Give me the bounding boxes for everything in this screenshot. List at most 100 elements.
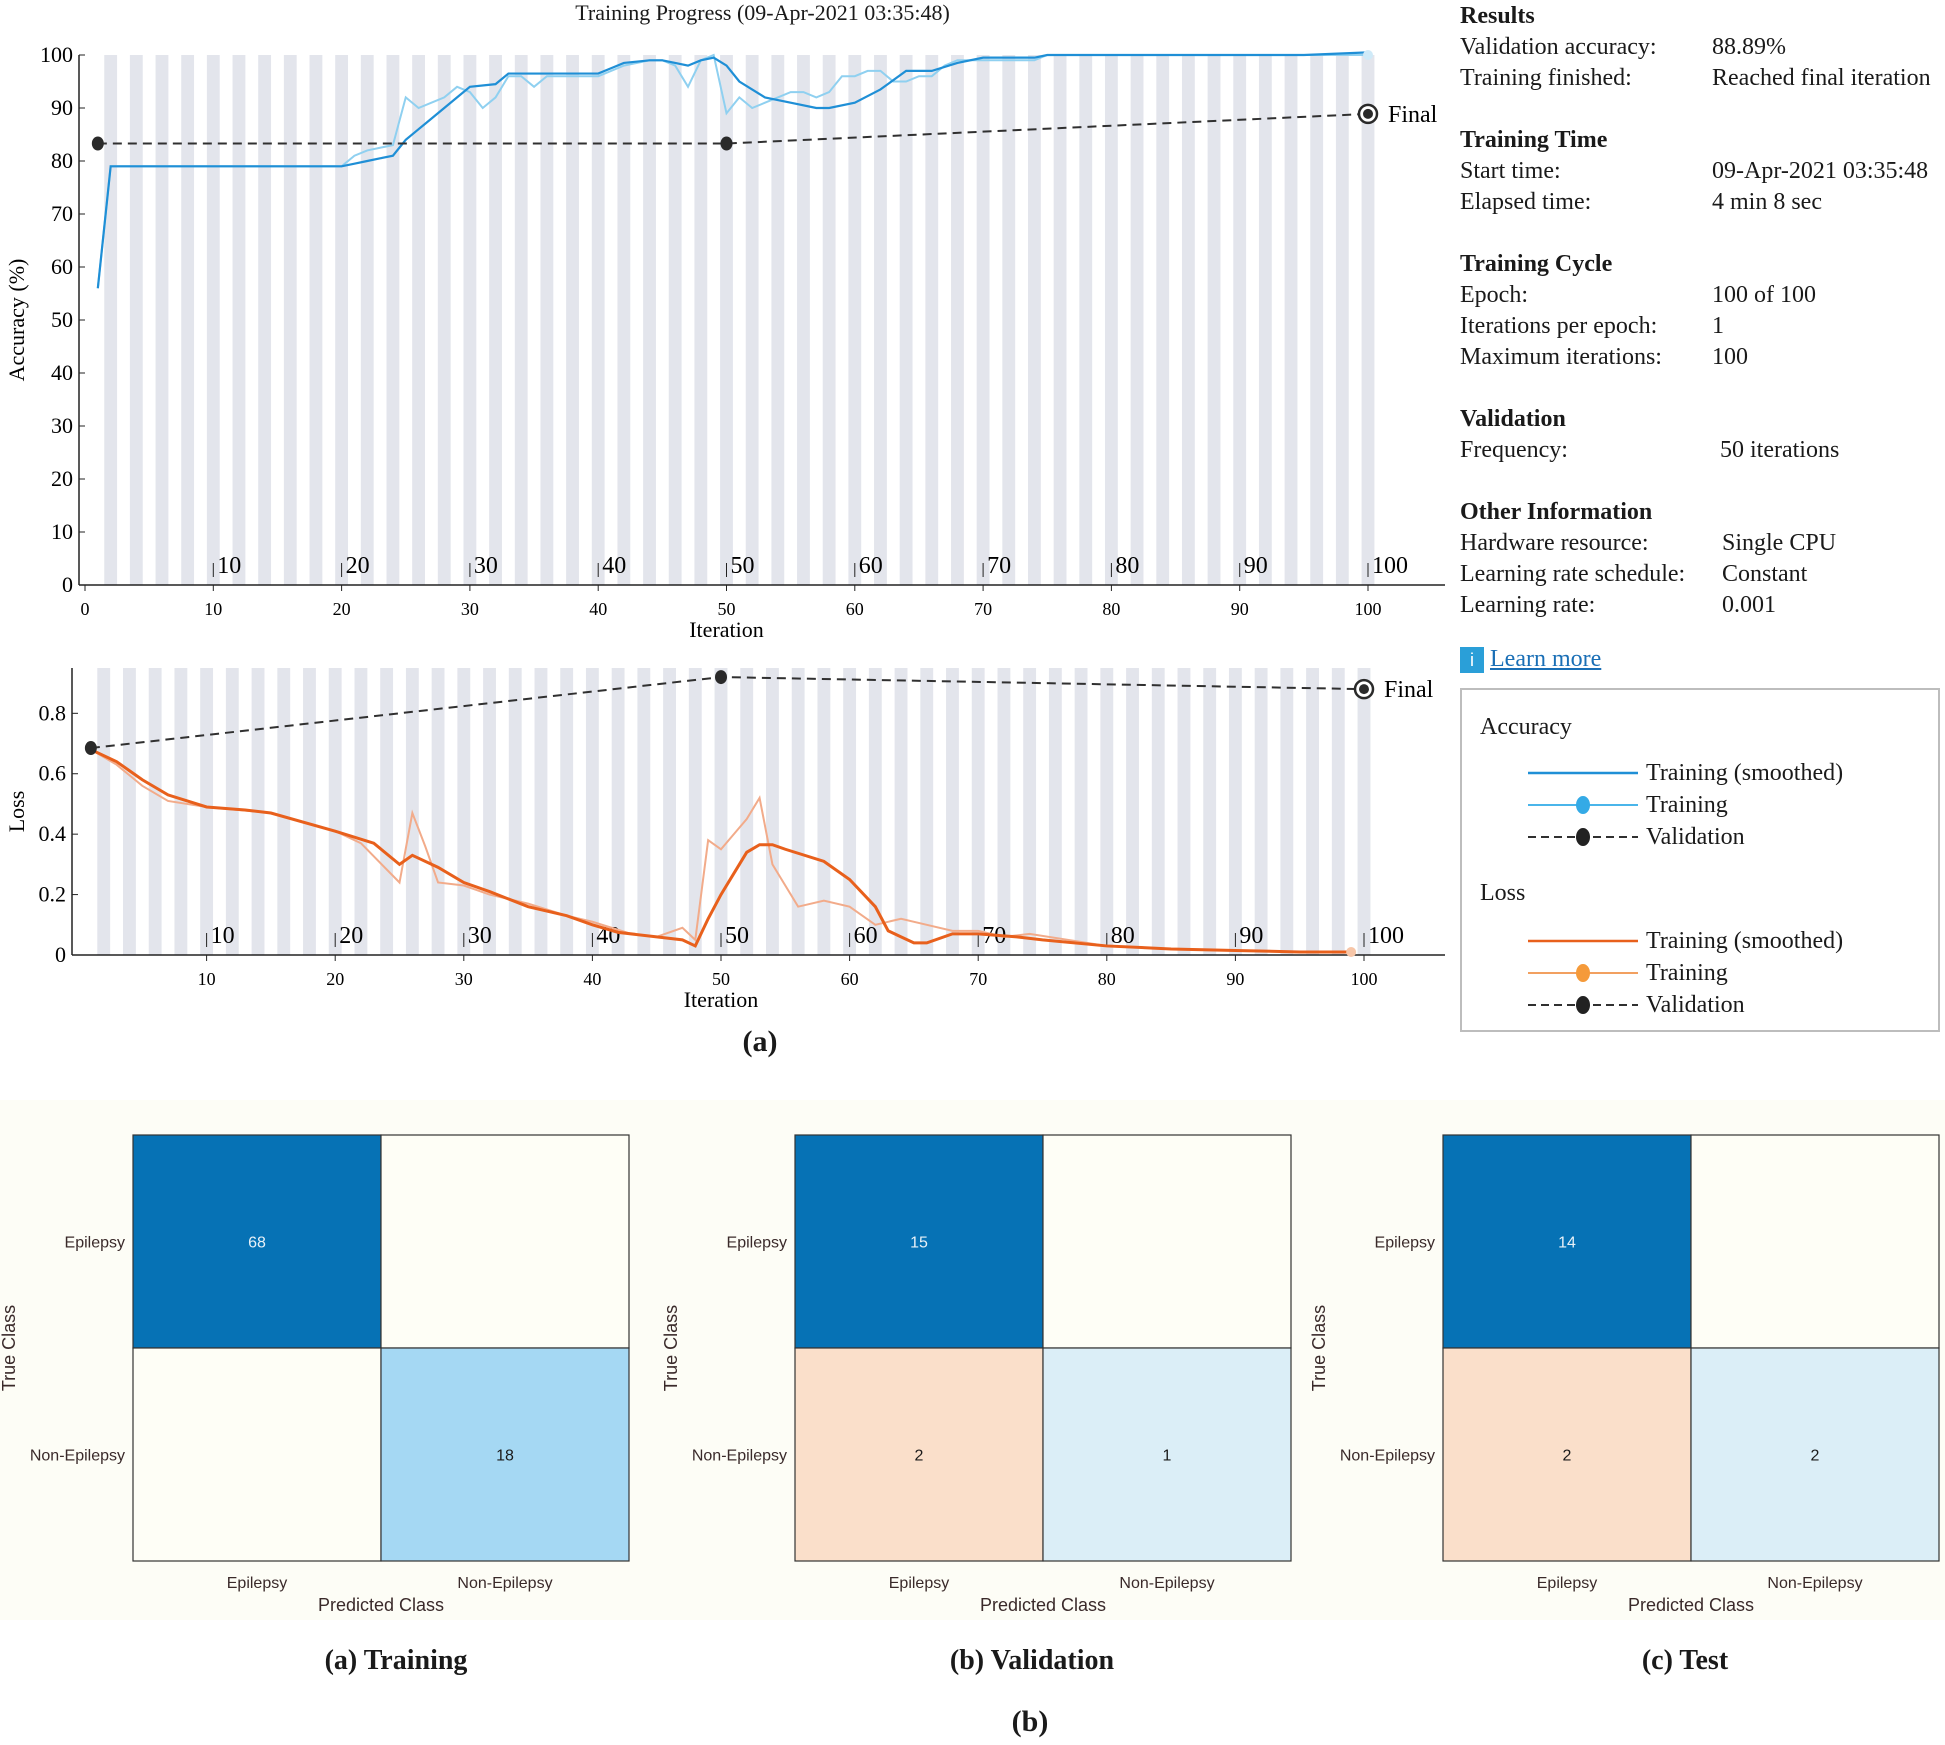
legend-loss-validation-label: Validation <box>1646 991 1745 1018</box>
epoch-stripe <box>1074 668 1088 955</box>
matrix-cell-value: 14 <box>1558 1235 1576 1252</box>
y-tick-label: 0 <box>55 942 66 967</box>
dashed-dot-swatch-icon <box>1528 996 1638 1014</box>
epoch-stripe <box>303 668 316 955</box>
x-tick-label: 70 <box>969 969 987 989</box>
matrix-col-label: Non-Epilepsy <box>457 1575 552 1592</box>
epoch-stripe <box>643 55 656 585</box>
matrix-cell-value: 2 <box>1811 1448 1820 1465</box>
x-tick-label: 40 <box>589 599 607 619</box>
epoch-label: 20 <box>346 553 370 579</box>
matrix-col-label: Non-Epilepsy <box>1119 1575 1214 1592</box>
epoch-stripe <box>874 55 887 585</box>
epoch-stripe <box>1002 55 1016 585</box>
epoch-label: 90 <box>1239 923 1263 949</box>
x-tick-label: 80 <box>1102 599 1120 619</box>
epoch-stripe <box>483 668 496 955</box>
elapsed-time-value: 4 min 8 sec <box>1712 189 1822 215</box>
epoch-key: Epoch: <box>1460 282 1528 308</box>
x-tick-label: 50 <box>712 969 730 989</box>
matrix-y-label: True Class <box>0 1305 19 1391</box>
learning-rate-key: Learning rate: <box>1460 592 1596 618</box>
results-heading: Results <box>1460 3 1535 29</box>
dashed-dot-swatch-icon <box>1528 828 1638 846</box>
matrix-cell-value: 18 <box>496 1448 514 1465</box>
other-information-heading: Other Information <box>1460 499 1653 525</box>
epoch-stripe <box>104 55 118 585</box>
epoch-stripe <box>174 668 188 955</box>
matrix-y-label: True Class <box>1309 1305 1329 1391</box>
training-smoothed-line <box>96 51 1369 289</box>
learn-more-link[interactable]: i Learn more <box>1460 646 1601 673</box>
matrix-cell-value: 2 <box>915 1448 924 1465</box>
x-tick-label: 0 <box>81 599 90 619</box>
epoch-label: 10 <box>217 553 241 579</box>
matrix-cell-value: 2 <box>1563 1448 1572 1465</box>
x-tick-label: 80 <box>1098 969 1116 989</box>
matrix-cell <box>794 1347 1044 1562</box>
matrix-row-label: Epilepsy <box>727 1235 787 1252</box>
epoch-stripe <box>720 55 733 585</box>
epoch-stripe <box>1233 55 1247 585</box>
epoch-stripe <box>1228 668 1242 955</box>
epoch-stripe <box>817 668 831 955</box>
epoch-stripe <box>354 668 368 955</box>
matrix-cell <box>1042 1347 1292 1562</box>
validation-point <box>720 136 733 151</box>
training-smoothed-line <box>90 748 1352 954</box>
epoch-stripe <box>534 668 548 955</box>
legend-loss-training: Training <box>1528 958 1728 988</box>
final-label: Final <box>1388 102 1438 128</box>
training-time-heading: Training Time <box>1460 127 1608 153</box>
training-raw-line <box>90 748 1352 953</box>
epoch-stripe <box>155 55 169 585</box>
epoch-stripe <box>508 668 522 955</box>
cm-test-caption: (c) Test <box>1641 1645 1729 1676</box>
matrix-cell <box>380 1347 630 1562</box>
epoch-stripe <box>822 55 836 585</box>
y-tick-label: 70 <box>51 201 73 226</box>
elapsed-time-key: Elapsed time: <box>1460 189 1592 215</box>
frequency-key: Frequency: <box>1460 437 1568 463</box>
epoch-label: 100 <box>1368 923 1404 949</box>
legend-acc-smoothed: Training (smoothed) <box>1528 758 1843 788</box>
learn-more-label[interactable]: Learn more <box>1490 646 1602 672</box>
x-tick-label: 50 <box>718 599 736 619</box>
matrix-x-label: Predicted Class <box>318 1595 444 1615</box>
epoch-stripe <box>1203 668 1217 955</box>
matrix-row-label: Non-Epilepsy <box>30 1448 125 1465</box>
matrix-cell <box>1442 1134 1692 1349</box>
lr-schedule-key: Learning rate schedule: <box>1460 561 1686 587</box>
caption-a: (a) <box>742 1025 778 1058</box>
validation-point <box>715 670 727 685</box>
legend-loss-training-label: Training <box>1646 959 1728 986</box>
epoch-stripe <box>1048 668 1062 955</box>
x-tick-label: 90 <box>1226 969 1244 989</box>
x-tick-label: 60 <box>841 969 859 989</box>
epoch-stripe <box>1126 668 1139 955</box>
x-tick-label: 100 <box>1355 599 1382 619</box>
epoch-stripe <box>997 668 1011 955</box>
epoch-stripe <box>976 55 990 585</box>
epoch-stripe <box>694 55 708 585</box>
epoch-stripe <box>1207 55 1221 585</box>
epoch-label: 20 <box>339 923 363 949</box>
epoch-stripe <box>848 55 862 585</box>
dot-swatch-icon <box>1528 796 1638 814</box>
validation-point <box>91 136 104 151</box>
x-tick-label: 40 <box>583 969 601 989</box>
matrix-cell <box>380 1134 630 1349</box>
epoch-stripe <box>360 55 374 585</box>
start-time-value: 09-Apr-2021 03:35:48 <box>1712 158 1929 184</box>
info-panel: Results Validation accuracy: 88.89% Train… <box>1460 0 1940 621</box>
legend-acc-smoothed-label: Training (smoothed) <box>1646 759 1844 786</box>
x-tick-label: 70 <box>974 599 992 619</box>
matrix-x-label: Predicted Class <box>980 1595 1106 1615</box>
accuracy-chart: 0 10 20 30 40 50 60 70 80 90 100 0 10 20 30 40 50 60 70 80 9… <box>4 42 1445 640</box>
matrix-cell <box>132 1134 382 1349</box>
epoch-stripe <box>1023 668 1037 955</box>
matrix-cell <box>1690 1134 1940 1349</box>
epoch-stripe <box>200 668 214 955</box>
y-tick-label: 80 <box>51 148 73 173</box>
epoch-stripe <box>514 55 528 585</box>
